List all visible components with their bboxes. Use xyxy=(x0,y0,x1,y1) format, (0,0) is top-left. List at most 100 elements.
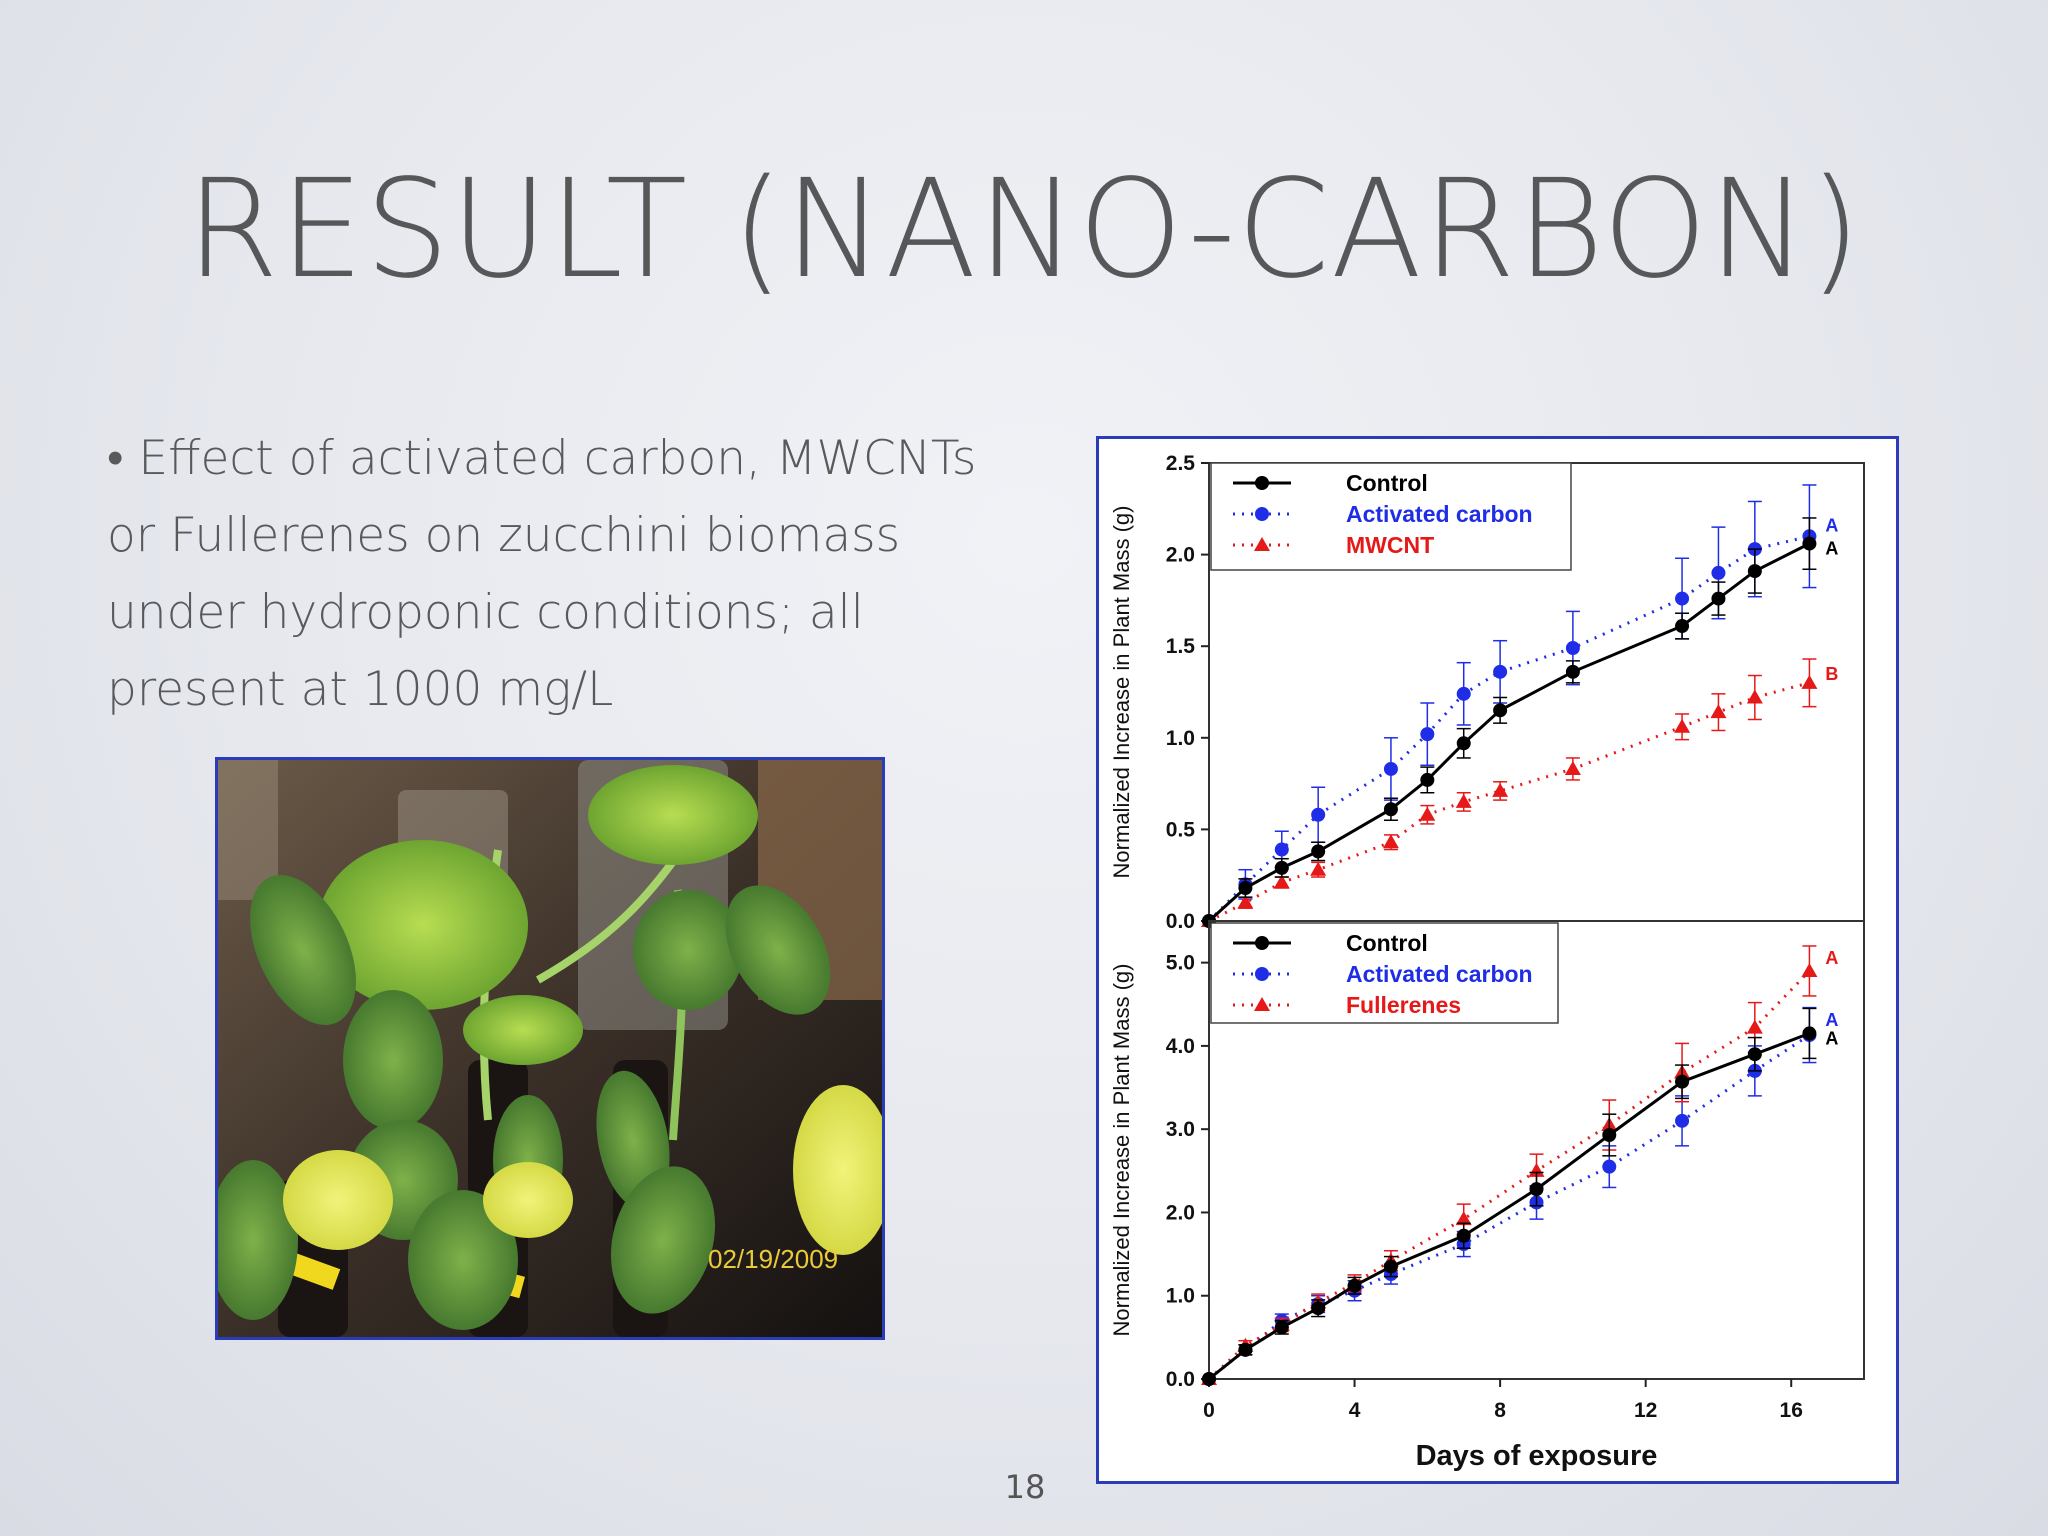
data-point xyxy=(1420,772,1435,787)
y-axis-label: Normalized Increase in Plant Mass (g) xyxy=(1109,964,1134,1337)
y-tick-label: 0.5 xyxy=(1166,818,1196,841)
data-point xyxy=(1202,1372,1216,1386)
data-point xyxy=(1274,1320,1289,1335)
data-point xyxy=(1801,962,1818,977)
data-point xyxy=(1528,1162,1545,1177)
data-point xyxy=(1274,842,1289,857)
data-point xyxy=(1419,806,1436,821)
legend: Control Activated carbon Fullerenes xyxy=(1210,922,1559,1024)
data-point xyxy=(1455,793,1472,808)
data-point xyxy=(1529,1182,1544,1197)
zucchini-photo-image: 02/19/2009 xyxy=(218,760,882,1337)
y-tick-label: 5.0 xyxy=(1166,952,1195,975)
significance-label: A xyxy=(1825,515,1838,535)
significance-label: A xyxy=(1825,1010,1838,1030)
bullet-text: • Effect of activated carbon, MWCNTs or … xyxy=(107,431,977,717)
legend-label: Control xyxy=(1346,930,1428,956)
legend-marker xyxy=(1255,476,1269,490)
data-point xyxy=(1602,1159,1617,1174)
data-point xyxy=(1747,564,1762,579)
plot-frame xyxy=(1208,920,1865,1380)
series-control: A xyxy=(1202,1007,1838,1386)
data-point xyxy=(1456,1228,1471,1243)
y-axis-label: Normalized Increase in Plant Mass (g) xyxy=(1109,506,1134,879)
data-point xyxy=(1273,874,1290,889)
data-point xyxy=(1311,1301,1326,1316)
photo-date-stamp: 02/19/2009 xyxy=(708,1244,838,1274)
data-point xyxy=(1746,689,1763,704)
data-point xyxy=(1310,861,1327,876)
y-tick-label: 2.0 xyxy=(1166,1201,1195,1224)
x-tick-label: 16 xyxy=(1780,1399,1803,1422)
data-point xyxy=(1274,860,1289,875)
legend-marker xyxy=(1254,997,1270,1011)
series-line xyxy=(1208,1031,1810,1381)
data-point xyxy=(1455,1211,1472,1226)
zucchini-photo: 02/19/2009 xyxy=(215,757,885,1340)
chart-svg: 0.0 0.5 1.0 1.5 2.0 2.5 Normalized Increase in… xyxy=(1109,452,1865,1472)
legend-marker xyxy=(1255,936,1269,950)
data-point xyxy=(1311,844,1326,859)
legend-label: Activated carbon xyxy=(1346,961,1533,987)
data-point xyxy=(1801,674,1818,689)
x-tick-label: 0 xyxy=(1203,1399,1215,1422)
y-tick-label: 2.5 xyxy=(1166,452,1196,475)
data-point xyxy=(1420,727,1435,742)
x-axis-label: Days of exposure xyxy=(1416,1440,1658,1472)
data-point xyxy=(1711,591,1726,606)
series-mwcnt: B xyxy=(1201,658,1838,927)
page-number: 18 xyxy=(1004,1468,1046,1506)
x-tick-label: 8 xyxy=(1494,1399,1506,1422)
data-point xyxy=(1675,619,1690,634)
legend: Control Activated carbon MWCNT xyxy=(1210,462,1572,571)
chart-panel-1: 0.0 0.5 1.0 1.5 2.0 2.5 Normalized Increase in… xyxy=(1109,452,1865,933)
data-point xyxy=(1347,1278,1362,1293)
legend-label: MWCNT xyxy=(1346,532,1434,558)
series-line xyxy=(1208,681,1810,923)
data-point xyxy=(1602,1128,1617,1143)
data-point xyxy=(1383,802,1398,817)
legend-marker xyxy=(1254,537,1270,551)
data-point xyxy=(1237,894,1254,909)
data-point xyxy=(1383,761,1398,776)
legend-label: Activated carbon xyxy=(1346,501,1533,527)
data-point xyxy=(1802,536,1817,551)
significance-label: A xyxy=(1825,1028,1838,1048)
data-point xyxy=(1565,641,1580,656)
significance-label: B xyxy=(1825,664,1838,684)
x-tick-label: 4 xyxy=(1349,1399,1361,1422)
data-point xyxy=(1383,1259,1398,1274)
data-point xyxy=(1238,881,1253,896)
y-tick-label: 1.5 xyxy=(1166,635,1196,658)
data-point xyxy=(1382,834,1399,849)
x-tick-label: 12 xyxy=(1634,1399,1657,1422)
legend-marker xyxy=(1255,507,1269,521)
chart-panel-2: 0.0 1.0 2.0 3.0 4.0 5.0 Normalized Increase in… xyxy=(1109,920,1865,1472)
y-tick-label: 2.0 xyxy=(1166,544,1195,567)
chart-figure: 0.0 0.5 1.0 1.5 2.0 2.5 Normalized Increase in… xyxy=(1096,436,1899,1484)
slide-title: RESULT (NANO-CARBON) xyxy=(186,151,1862,309)
data-point xyxy=(1675,591,1690,606)
data-point xyxy=(1802,1026,1817,1041)
data-point xyxy=(1493,703,1508,718)
data-point xyxy=(1565,664,1580,679)
legend-label: Fullerenes xyxy=(1346,992,1461,1018)
legend-marker xyxy=(1255,967,1269,981)
data-point xyxy=(1675,1074,1690,1089)
data-point xyxy=(1674,718,1691,733)
y-tick-label: 3.0 xyxy=(1166,1118,1195,1141)
series-activated-carbon: A xyxy=(1202,1006,1838,1386)
data-point xyxy=(1493,664,1508,679)
data-point xyxy=(1564,760,1581,775)
data-point xyxy=(1746,1019,1763,1034)
data-point xyxy=(1238,1342,1253,1357)
data-point xyxy=(1456,686,1471,701)
data-point xyxy=(1711,565,1726,580)
data-point xyxy=(1492,782,1509,797)
series-control: A xyxy=(1202,517,1838,928)
data-point xyxy=(1675,1113,1690,1128)
legend-box xyxy=(1210,462,1572,571)
y-tick-label: 1.0 xyxy=(1166,727,1195,750)
data-point xyxy=(1710,704,1727,719)
significance-label: A xyxy=(1825,539,1838,559)
